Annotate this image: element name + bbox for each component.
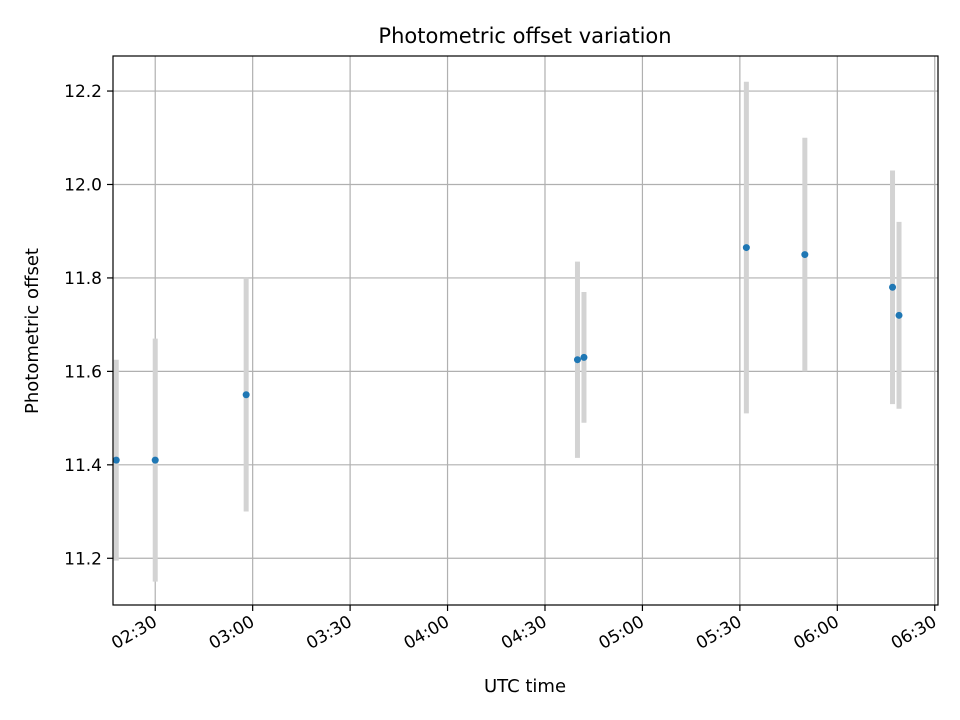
data-points <box>112 244 903 464</box>
data-point <box>573 356 581 364</box>
data-point <box>889 283 897 291</box>
data-point <box>151 456 159 464</box>
grid <box>113 56 938 605</box>
data-point <box>801 251 809 259</box>
data-point <box>242 391 250 399</box>
y-tick-label: 11.8 <box>64 269 102 289</box>
y-tick-label: 12.2 <box>64 82 102 102</box>
plot-frame <box>112 55 939 606</box>
y-tick-label: 11.2 <box>64 549 102 569</box>
y-axis-label: Photometric offset <box>22 248 43 414</box>
y-tick-label: 12.0 <box>64 175 102 195</box>
chart-title: Photometric offset variation <box>378 24 671 48</box>
data-point <box>580 353 588 361</box>
y-tick-label: 11.6 <box>64 362 102 382</box>
x-axis-label: UTC time <box>484 676 566 697</box>
data-point <box>112 456 120 464</box>
y-tick-label: 11.4 <box>64 456 102 476</box>
y-axis-ticks: 11.2 11.4 11.6 11.8 12.0 12.2 <box>64 82 113 569</box>
data-point <box>742 244 750 252</box>
data-point <box>895 311 903 319</box>
